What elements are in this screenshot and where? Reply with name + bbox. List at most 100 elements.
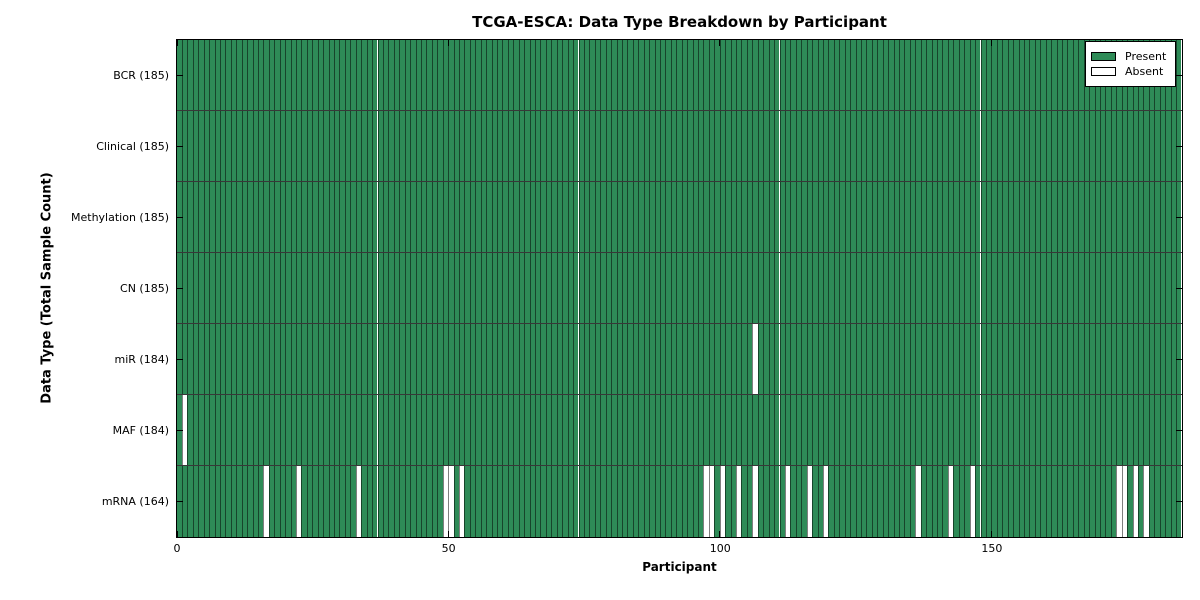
- present-cell: [714, 39, 720, 110]
- present-cell: [480, 394, 487, 465]
- present-cell: [812, 323, 818, 394]
- present-cell: [915, 323, 921, 394]
- present-cell: [698, 181, 704, 252]
- present-cell: [556, 39, 563, 110]
- present-cell: [290, 465, 296, 537]
- present-cell: [366, 465, 373, 537]
- present-cell: [654, 252, 660, 323]
- present-cell: [279, 110, 286, 181]
- present-cell: [410, 181, 416, 252]
- present-cell: [317, 252, 324, 323]
- present-cell: [980, 181, 986, 252]
- present-cell: [817, 252, 823, 323]
- present-cell: [931, 394, 938, 465]
- present-cell: [719, 110, 726, 181]
- y-tick-mark: [176, 216, 183, 218]
- present-cell: [328, 465, 335, 537]
- present-cell: [611, 39, 617, 110]
- present-cell: [855, 110, 861, 181]
- present-cell: [795, 110, 802, 181]
- present-cell: [209, 465, 215, 537]
- present-cell: [632, 181, 639, 252]
- present-cell: [285, 110, 291, 181]
- present-cell: [502, 110, 508, 181]
- present-cell: [937, 465, 943, 537]
- present-cell: [529, 110, 536, 181]
- present-cell: [779, 252, 785, 323]
- present-cell: [611, 252, 617, 323]
- present-cell: [562, 110, 568, 181]
- present-cell: [654, 181, 660, 252]
- present-cell: [399, 181, 405, 252]
- present-cell: [1116, 394, 1122, 465]
- present-cell: [583, 110, 590, 181]
- present-cell: [795, 323, 802, 394]
- present-cell: [975, 110, 981, 181]
- present-cell: [746, 394, 753, 465]
- present-cell: [670, 394, 677, 465]
- present-cell: [247, 252, 253, 323]
- present-cell: [730, 252, 737, 323]
- present-cell: [203, 39, 210, 110]
- present-cell: [513, 39, 519, 110]
- present-cell: [708, 252, 715, 323]
- present-cell: [1040, 181, 1046, 252]
- present-cell: [241, 110, 248, 181]
- present-cell: [1002, 39, 1008, 110]
- present-cell: [437, 323, 443, 394]
- present-cell: [806, 394, 813, 465]
- present-cell: [703, 110, 709, 181]
- present-cell: [1078, 323, 1084, 394]
- present-cell: [1051, 465, 1057, 537]
- present-cell: [822, 252, 829, 323]
- present-cell: [659, 323, 666, 394]
- present-cell: [1029, 181, 1035, 252]
- present-cell: [469, 323, 476, 394]
- present-cell: [665, 39, 671, 110]
- present-cell: [942, 39, 948, 110]
- present-cell: [578, 110, 584, 181]
- present-cell: [399, 110, 405, 181]
- present-cell: [855, 252, 861, 323]
- present-cell: [692, 181, 698, 252]
- present-cell: [486, 394, 492, 465]
- present-cell: [1105, 181, 1111, 252]
- present-cell: [844, 181, 851, 252]
- present-cell: [1051, 252, 1057, 323]
- present-cell: [692, 465, 698, 537]
- present-cell: [600, 110, 606, 181]
- present-cell: [187, 181, 193, 252]
- present-cell: [442, 252, 449, 323]
- present-cell: [784, 252, 791, 323]
- present-cell: [888, 181, 894, 252]
- present-cell: [632, 323, 639, 394]
- y-tick-mark: [176, 74, 183, 76]
- present-cell: [573, 394, 579, 465]
- present-cell: [415, 323, 421, 394]
- present-cell: [1105, 394, 1111, 465]
- present-cell: [442, 181, 449, 252]
- present-cell: [529, 394, 536, 465]
- present-cell: [464, 181, 470, 252]
- present-cell: [518, 465, 525, 537]
- present-cell: [535, 465, 541, 537]
- present-cell: [1105, 252, 1111, 323]
- present-cell: [453, 323, 459, 394]
- present-cell: [763, 323, 769, 394]
- absent-swatch-icon: [1091, 67, 1116, 76]
- present-cell: [882, 110, 889, 181]
- present-cell: [698, 110, 704, 181]
- present-cell: [931, 252, 938, 323]
- present-cell: [328, 252, 335, 323]
- present-cell: [399, 394, 405, 465]
- present-cell: [372, 323, 378, 394]
- present-cell: [801, 39, 807, 110]
- present-cell: [915, 110, 921, 181]
- present-cell: [659, 110, 666, 181]
- present-cell: [491, 39, 497, 110]
- present-cell: [1083, 110, 1090, 181]
- present-cell: [187, 110, 193, 181]
- present-cell: [377, 252, 383, 323]
- present-cell: [350, 394, 356, 465]
- present-cell: [296, 39, 302, 110]
